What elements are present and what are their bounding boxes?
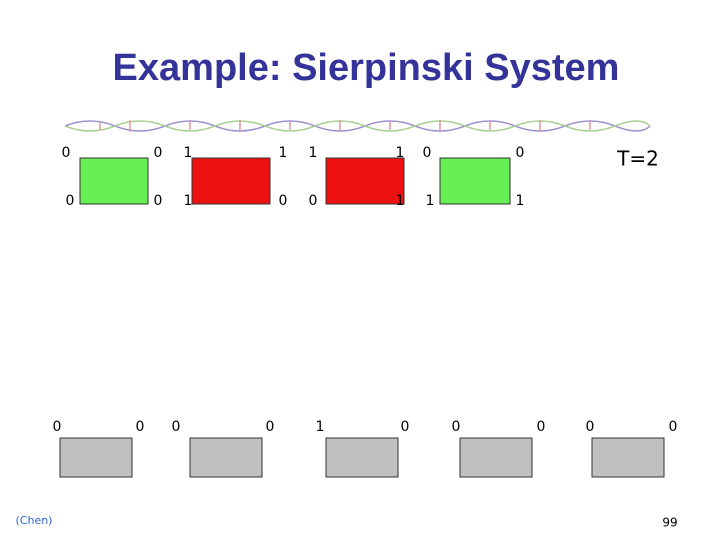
tile bbox=[325, 437, 399, 478]
tile bbox=[59, 437, 133, 478]
corner-label: 0 bbox=[586, 419, 595, 435]
tile bbox=[79, 157, 149, 205]
corner-label: 1 bbox=[426, 193, 435, 209]
corner-label: 0 bbox=[537, 419, 546, 435]
corner-label: 0 bbox=[279, 193, 288, 209]
corner-label: 1 bbox=[184, 145, 193, 161]
corner-label: 0 bbox=[309, 193, 318, 209]
corner-label: 1 bbox=[309, 145, 318, 161]
corner-label: 0 bbox=[154, 193, 163, 209]
tile bbox=[191, 157, 271, 205]
corner-label: 0 bbox=[53, 419, 62, 435]
slide-title: Example: Sierpinski System bbox=[113, 47, 620, 89]
corner-label: 0 bbox=[669, 419, 678, 435]
tile bbox=[459, 437, 533, 478]
corner-label: 0 bbox=[423, 145, 432, 161]
tile bbox=[439, 157, 511, 205]
corner-label: 0 bbox=[66, 193, 75, 209]
corner-label: 1 bbox=[184, 193, 193, 209]
corner-label: 0 bbox=[172, 419, 181, 435]
page-number: 99 bbox=[662, 516, 677, 530]
corner-label: 1 bbox=[516, 193, 525, 209]
tile bbox=[325, 157, 405, 205]
corner-label: 1 bbox=[396, 145, 405, 161]
corner-label: 0 bbox=[401, 419, 410, 435]
corner-label: 1 bbox=[279, 145, 288, 161]
corner-label: 0 bbox=[62, 145, 71, 161]
corner-label: 0 bbox=[452, 419, 461, 435]
tile bbox=[591, 437, 665, 478]
corner-label: 0 bbox=[266, 419, 275, 435]
dna-decoration bbox=[64, 120, 651, 132]
footer-source: (Chen) bbox=[16, 514, 53, 527]
corner-label: 0 bbox=[154, 145, 163, 161]
corner-label: 0 bbox=[136, 419, 145, 435]
corner-label: 0 bbox=[516, 145, 525, 161]
corner-label: 1 bbox=[396, 193, 405, 209]
corner-label: 1 bbox=[316, 419, 325, 435]
tile bbox=[189, 437, 263, 478]
time-label: T=2 bbox=[616, 147, 659, 171]
